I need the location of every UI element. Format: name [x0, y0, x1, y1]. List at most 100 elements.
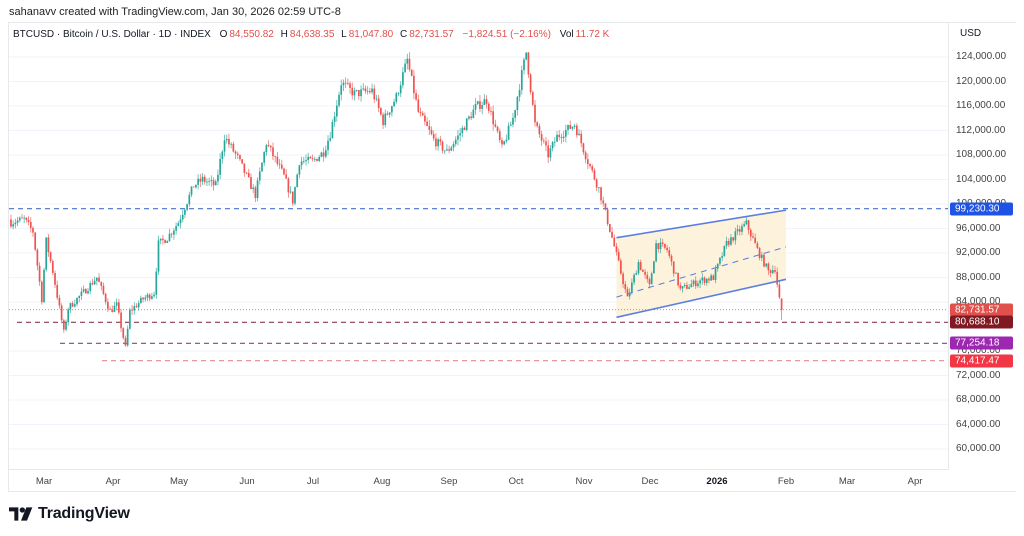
- candle-body[interactable]: [122, 328, 125, 338]
- candle-body[interactable]: [100, 282, 103, 286]
- candle-body[interactable]: [272, 147, 274, 157]
- candle-body[interactable]: [439, 139, 442, 142]
- price-axis[interactable]: [948, 22, 1024, 470]
- price-tag[interactable]: 80,688.10: [950, 315, 1013, 329]
- candle-body[interactable]: [424, 115, 426, 122]
- candle-body[interactable]: [206, 181, 208, 183]
- candle-body[interactable]: [214, 181, 217, 186]
- candle-body[interactable]: [734, 231, 737, 241]
- candle-body[interactable]: [386, 113, 389, 115]
- candle-body[interactable]: [267, 145, 270, 146]
- candle-body[interactable]: [688, 287, 690, 289]
- candle-body[interactable]: [311, 158, 314, 160]
- candle-body[interactable]: [65, 322, 67, 330]
- candle-body[interactable]: [767, 263, 770, 271]
- candle-body[interactable]: [289, 191, 292, 193]
- candle-body[interactable]: [60, 305, 63, 321]
- candle-body[interactable]: [776, 271, 779, 285]
- candle-body[interactable]: [40, 281, 43, 303]
- candle-body[interactable]: [558, 134, 561, 138]
- candle-body[interactable]: [14, 222, 17, 225]
- candle-body[interactable]: [531, 92, 534, 105]
- candle-body[interactable]: [133, 306, 136, 311]
- price-tag[interactable]: 82,731.57: [950, 303, 1013, 317]
- candle-body[interactable]: [212, 180, 215, 186]
- candle-body[interactable]: [76, 297, 78, 305]
- candle-body[interactable]: [413, 75, 415, 94]
- candle-body[interactable]: [243, 163, 246, 173]
- candle-body[interactable]: [399, 85, 402, 94]
- price-tag[interactable]: 77,254.18: [950, 336, 1013, 350]
- candle-body[interactable]: [653, 261, 655, 274]
- time-axis[interactable]: [8, 469, 948, 492]
- candle-body[interactable]: [699, 280, 701, 284]
- candle-body[interactable]: [192, 186, 195, 188]
- candle-body[interactable]: [520, 70, 523, 91]
- candle-body[interactable]: [346, 83, 349, 84]
- candle-body[interactable]: [358, 90, 360, 97]
- candle-body[interactable]: [210, 180, 213, 182]
- candle-body[interactable]: [690, 284, 693, 288]
- candle-body[interactable]: [375, 98, 378, 100]
- candle-body[interactable]: [27, 219, 30, 222]
- candle-body[interactable]: [631, 282, 633, 293]
- candle-body[interactable]: [45, 237, 48, 270]
- candle-body[interactable]: [780, 298, 783, 310]
- candle-body[interactable]: [476, 101, 479, 104]
- candle-body[interactable]: [203, 176, 206, 182]
- candle-body[interactable]: [287, 178, 290, 193]
- candle-body[interactable]: [300, 161, 303, 166]
- candle-body[interactable]: [113, 305, 116, 312]
- candle-body[interactable]: [239, 155, 241, 160]
- candle-body[interactable]: [111, 309, 114, 312]
- candle-body[interactable]: [668, 250, 671, 256]
- candle-body[interactable]: [518, 90, 521, 97]
- candle-body[interactable]: [738, 229, 741, 232]
- candle-body[interactable]: [430, 129, 433, 135]
- candle-body[interactable]: [435, 138, 437, 147]
- candle-body[interactable]: [256, 180, 259, 199]
- candle-body[interactable]: [241, 159, 244, 164]
- candle-body[interactable]: [223, 140, 226, 152]
- candle-body[interactable]: [380, 108, 382, 115]
- candle-body[interactable]: [344, 82, 347, 84]
- candle-body[interactable]: [199, 178, 202, 182]
- candle-body[interactable]: [419, 111, 422, 114]
- candle-body[interactable]: [234, 151, 237, 154]
- candle-body[interactable]: [578, 133, 580, 136]
- candle-body[interactable]: [322, 152, 325, 157]
- candle-body[interactable]: [584, 152, 587, 160]
- candle-body[interactable]: [146, 294, 149, 298]
- candle-body[interactable]: [626, 289, 629, 297]
- candle-body[interactable]: [283, 168, 285, 175]
- candle-body[interactable]: [208, 181, 210, 182]
- candle-body[interactable]: [575, 125, 578, 136]
- candle-body[interactable]: [54, 273, 56, 285]
- candle-body[interactable]: [285, 174, 288, 179]
- candle-body[interactable]: [104, 293, 107, 302]
- candle-body[interactable]: [384, 113, 387, 126]
- candle-body[interactable]: [615, 246, 618, 252]
- candle-body[interactable]: [441, 141, 444, 151]
- candle-body[interactable]: [188, 194, 191, 205]
- candle-body[interactable]: [551, 142, 554, 149]
- candle-body[interactable]: [245, 172, 248, 174]
- candle-body[interactable]: [181, 214, 184, 220]
- candle-body[interactable]: [642, 269, 644, 272]
- candle-body[interactable]: [529, 74, 532, 93]
- candle-body[interactable]: [454, 139, 457, 144]
- candle-body[interactable]: [247, 172, 250, 178]
- candle-body[interactable]: [743, 224, 746, 227]
- candle-body[interactable]: [294, 187, 296, 204]
- candle-body[interactable]: [89, 283, 92, 291]
- candle-body[interactable]: [18, 217, 21, 221]
- candle-body[interactable]: [107, 301, 109, 309]
- candle-body[interactable]: [173, 230, 175, 235]
- candle-body[interactable]: [155, 271, 158, 295]
- candle-body[interactable]: [175, 226, 177, 231]
- candle-body[interactable]: [142, 297, 144, 300]
- candle-body[interactable]: [723, 245, 726, 257]
- candle-body[interactable]: [472, 109, 475, 119]
- candle-body[interactable]: [542, 140, 545, 142]
- candle-body[interactable]: [351, 87, 354, 96]
